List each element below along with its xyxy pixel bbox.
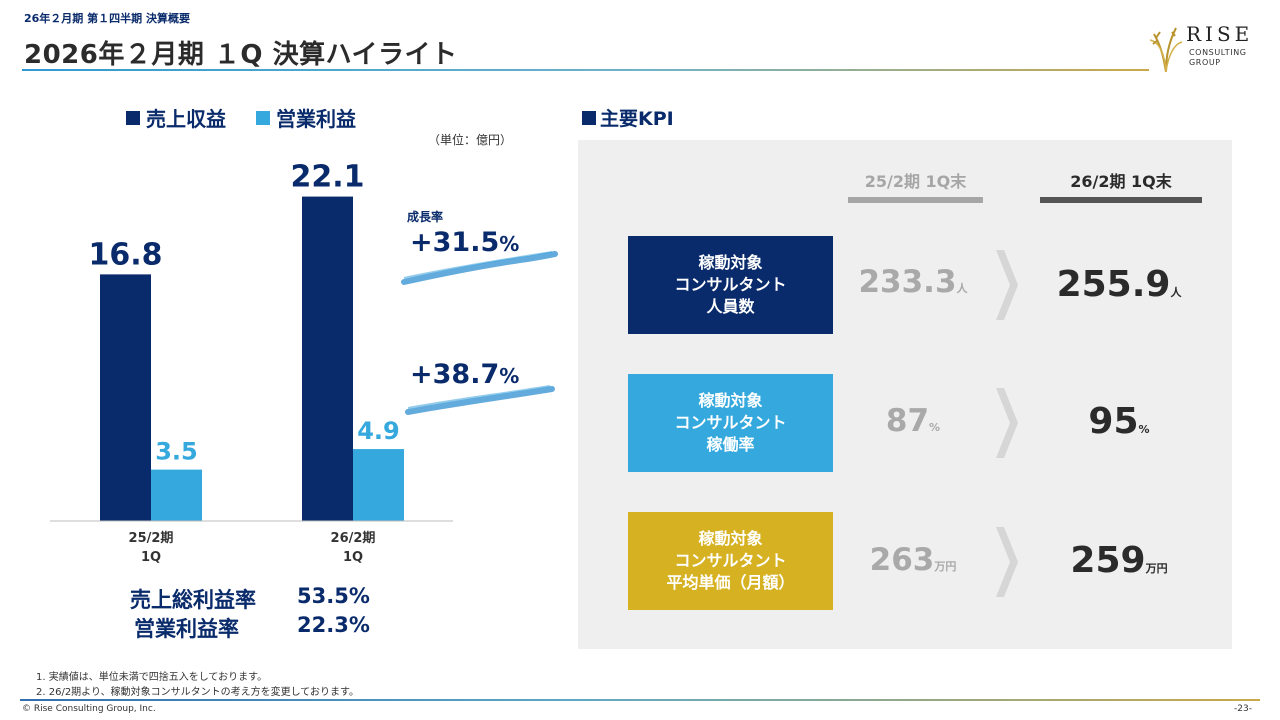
data-label-revenue-0: 16.8 — [88, 237, 162, 272]
legend-label-operating-profit: 営業利益 — [276, 107, 356, 131]
data-label-operating-profit-0: 3.5 — [155, 438, 198, 466]
growth-brush-stroke-revenue — [401, 251, 558, 285]
kpi-cur-headcount: 255.9人 — [1034, 264, 1204, 305]
ratio-value-operating: 22.3% — [297, 613, 370, 637]
footer-divider — [20, 699, 1260, 701]
kpi-label-line: 稼動対象 — [698, 391, 763, 410]
kpi-cur-utilization: 95% — [1034, 401, 1204, 442]
legend-swatch-revenue — [126, 111, 140, 125]
kpi-label-line: コンサルタント — [674, 413, 787, 432]
op-growth-rate: +38.7% — [410, 359, 519, 390]
kpi-cur-value: 95 — [1088, 401, 1139, 442]
unit-note: （単位：億円） — [428, 133, 513, 147]
kpi-prev-unit: % — [929, 421, 941, 434]
kpi-heading-square-icon — [582, 110, 596, 125]
chevron-right-icon — [996, 250, 1018, 320]
revenue-growth-value: +31.5 — [410, 227, 500, 258]
kpi-label-headcount: 稼動対象 コンサルタント 人員数 — [628, 236, 833, 334]
kpi-col-cur-bar — [1040, 197, 1202, 203]
copyright: © Rise Consulting Group, Inc. — [22, 704, 156, 714]
chevron-right-icon — [996, 388, 1018, 458]
kpi-label-line: 平均単価（月額） — [666, 573, 795, 592]
kpi-label-line: 稼動対象 — [698, 253, 763, 272]
logo-subline-1: CONSULTING — [1189, 48, 1247, 57]
kpi-cur-value: 255.9 — [1056, 264, 1171, 305]
wheat-logo-icon — [1149, 27, 1183, 73]
kpi-cur-unit-price: 259万円 — [1034, 540, 1204, 581]
ratio-label-gross: 売上総利益率 — [130, 588, 256, 612]
company-logo: RISE CONSULTING GROUP — [1148, 20, 1268, 74]
header-divider — [22, 69, 1149, 71]
breadcrumb: 26年２月期 第１四半期 決算概要 — [24, 12, 190, 25]
kpi-label-line: 人員数 — [706, 297, 755, 316]
data-label-revenue-1: 22.1 — [290, 160, 364, 195]
kpi-cur-unit: 人 — [1170, 286, 1182, 299]
bar-revenue-1 — [302, 196, 353, 521]
ratio-label-operating: 営業利益率 — [134, 617, 239, 641]
kpi-prev-unit-price: 263万円 — [838, 542, 988, 578]
ratio-value-gross: 53.5% — [297, 584, 370, 608]
kpi-label-line: コンサルタント — [674, 275, 787, 294]
kpi-prev-unit: 人 — [956, 282, 968, 295]
growth-rate-title: 成長率 — [407, 210, 444, 224]
kpi-prev-value: 87 — [885, 403, 930, 439]
kpi-label-unit-price: 稼動対象 コンサルタント 平均単価（月額） — [628, 512, 833, 610]
x-tick-label-1-0: 26/2期 — [331, 531, 376, 546]
x-tick-label-1-1: 1Q — [343, 550, 363, 565]
kpi-col-prev-bar — [848, 197, 983, 203]
footnote-2: 2. 26/2期より、稼動対象コンサルタントの考え方を変更しております。 — [36, 687, 359, 698]
bar-operating-profit-0 — [151, 469, 202, 521]
logo-subline-2: GROUP — [1189, 58, 1221, 67]
kpi-label-line: 稼働率 — [706, 435, 755, 454]
revenue-growth-rate: +31.5% — [410, 227, 519, 258]
kpi-col-cur: 26/2期 1Q末 — [1070, 172, 1172, 191]
chevron-right-icon — [996, 527, 1018, 597]
kpi-prev-value: 263 — [869, 542, 935, 578]
legend-swatch-operating-profit — [256, 111, 270, 125]
kpi-cur-unit: 万円 — [1145, 562, 1168, 575]
logo-wordmark: RISE — [1186, 22, 1254, 46]
page-title: 2026年２月期 １Q 決算ハイライト — [24, 40, 458, 70]
kpi-col-prev: 25/2期 1Q末 — [864, 172, 967, 191]
x-tick-label-0-0: 25/2期 — [129, 531, 174, 546]
growth-brush-stroke-op — [405, 386, 555, 415]
x-tick-label-0-1: 1Q — [141, 550, 161, 565]
kpi-label-line: コンサルタント — [674, 551, 787, 570]
kpi-heading: 主要KPI — [582, 104, 674, 131]
kpi-prev-unit: 万円 — [934, 560, 957, 573]
op-growth-value: +38.7 — [410, 359, 500, 390]
page-number: -23- — [1234, 704, 1252, 714]
revenue-growth-pct: % — [499, 232, 520, 256]
kpi-prev-utilization: 87% — [838, 403, 988, 439]
kpi-heading-label: 主要KPI — [600, 108, 674, 130]
kpi-label-line: 稼動対象 — [698, 529, 763, 548]
footnote-1: 1. 実績値は、単位未満で四捨五入をしております。 — [36, 672, 268, 683]
data-label-operating-profit-1: 4.9 — [357, 417, 400, 445]
op-growth-pct: % — [499, 364, 520, 388]
kpi-prev-value: 233.3 — [858, 264, 957, 300]
kpi-cur-value: 259 — [1070, 540, 1146, 581]
kpi-cur-unit: % — [1138, 423, 1150, 436]
kpi-label-utilization: 稼動対象 コンサルタント 稼働率 — [628, 374, 833, 472]
kpi-prev-headcount: 233.3人 — [838, 264, 988, 300]
bar-operating-profit-1 — [353, 449, 404, 521]
bar-revenue-0 — [100, 274, 151, 521]
legend-label-revenue: 売上収益 — [146, 107, 226, 131]
